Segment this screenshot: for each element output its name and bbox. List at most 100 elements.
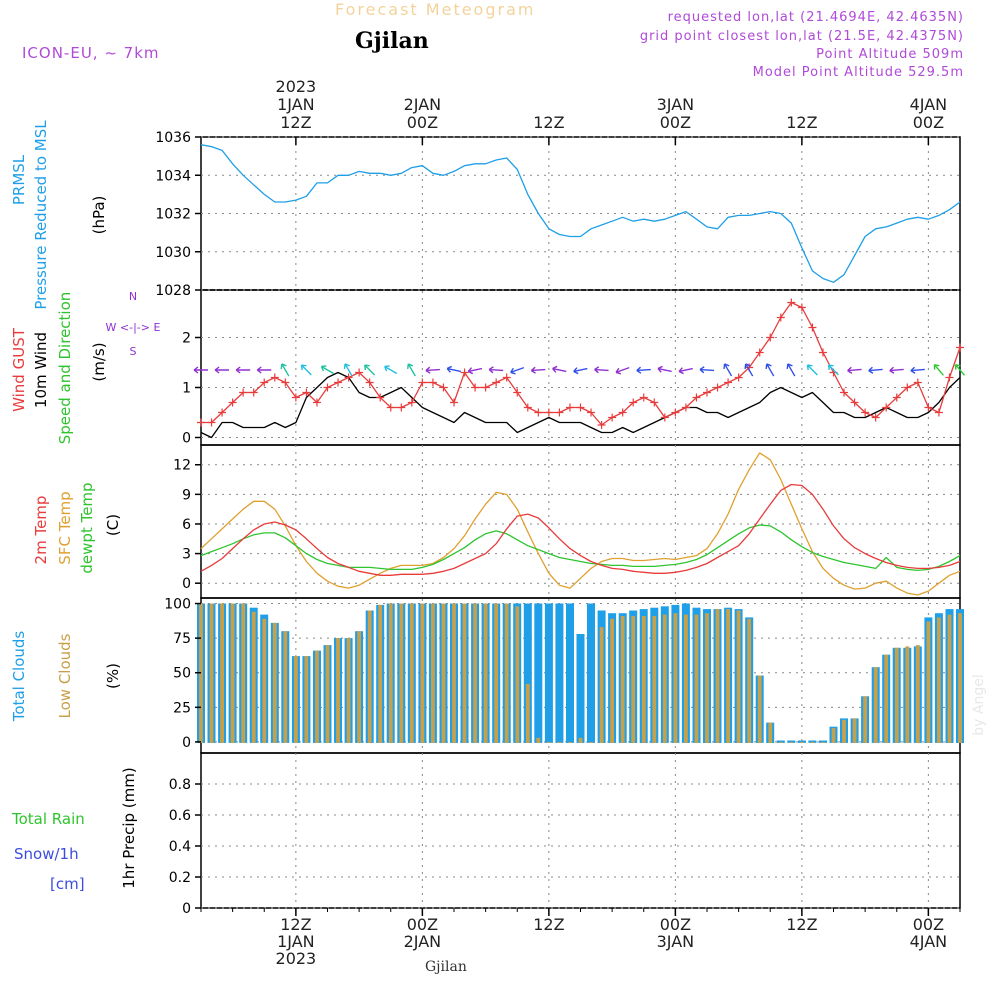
low-cloud-bar bbox=[251, 611, 256, 743]
compass-north: N bbox=[129, 290, 137, 303]
wind-direction-arrow bbox=[678, 367, 693, 375]
wind-gust-marker bbox=[418, 378, 427, 387]
wind-gust-marker bbox=[492, 378, 501, 387]
wind-gust-marker bbox=[334, 378, 343, 387]
wind-direction-arrow bbox=[364, 364, 376, 376]
wind-direction-arrow bbox=[827, 364, 839, 376]
low-cloud-bar bbox=[378, 604, 383, 743]
wind-arrow-shape bbox=[657, 365, 672, 373]
low-cloud-bar bbox=[937, 617, 941, 743]
total-cloud-bar bbox=[776, 740, 785, 743]
pressure-ytick-label: 1032 bbox=[155, 207, 191, 223]
wind-gust-marker bbox=[471, 383, 480, 392]
low-cloud-bar bbox=[494, 603, 499, 743]
wind-gust-marker bbox=[344, 373, 353, 382]
low-cloud-bar bbox=[852, 718, 857, 743]
chart-panels bbox=[200, 136, 961, 909]
clouds-ytick-label: 75 bbox=[173, 631, 191, 647]
bottom-time-label: 12Z bbox=[280, 915, 311, 934]
low-cloud-bar bbox=[304, 656, 309, 743]
low-cloud-bar bbox=[367, 610, 372, 743]
requested-coordinates: requested lon,lat (21.4694E, 42.4635N) bbox=[667, 10, 964, 25]
chart-type-title: Forecast Meteogram bbox=[335, 0, 536, 19]
wind-direction-arrow bbox=[889, 366, 904, 374]
wind-gust-marker bbox=[924, 403, 933, 412]
wind-gust-marker bbox=[407, 398, 416, 407]
low-cloud-bar bbox=[768, 722, 773, 743]
low-cloud-bar bbox=[800, 741, 804, 743]
wind-arrow-shape bbox=[384, 365, 398, 375]
total-cloud-bar bbox=[534, 603, 543, 743]
wind-gust-marker bbox=[270, 373, 279, 382]
wind-gust-marker bbox=[565, 403, 574, 412]
low-cloud-bar bbox=[726, 609, 730, 743]
wind-arrow-shape bbox=[425, 366, 440, 374]
wind-gust-marker bbox=[450, 398, 458, 407]
total-cloud-bar bbox=[587, 603, 595, 743]
wind-arrow-shape bbox=[235, 366, 251, 374]
wind-direction-arrow bbox=[910, 366, 925, 374]
low-cloud-bar bbox=[915, 645, 920, 743]
top-time-label: 12Z bbox=[280, 113, 311, 132]
low-cloud-bar bbox=[452, 603, 456, 743]
low-cloud-bar bbox=[420, 603, 425, 743]
wind-arrow-shape bbox=[320, 365, 334, 375]
wind-gust-marker bbox=[766, 333, 775, 342]
pressure-ytick-label: 1030 bbox=[155, 245, 191, 261]
wind-gust-marker bbox=[671, 408, 680, 417]
wind-gust-marker bbox=[523, 403, 532, 412]
precip-ytick-label: 0.4 bbox=[169, 839, 191, 855]
low-cloud-bar bbox=[272, 622, 277, 743]
total-cloud-bar bbox=[576, 634, 585, 743]
wind-ytick-label: 0 bbox=[182, 431, 191, 447]
wind-arrow-shape bbox=[467, 367, 483, 375]
wind-gust-marker bbox=[460, 368, 469, 377]
wind-arrow-shape bbox=[678, 367, 693, 375]
wind-gust-marker bbox=[797, 303, 806, 312]
wind-gust-marker bbox=[660, 413, 669, 422]
precip-ytick-label: 0.6 bbox=[169, 808, 191, 824]
bottom-time-label: 12Z bbox=[533, 915, 564, 934]
compass-south: S bbox=[130, 345, 137, 358]
pressure-ytick-label: 1028 bbox=[155, 283, 191, 299]
wind-gust-marker bbox=[260, 378, 269, 387]
low-cloud-bar bbox=[652, 616, 657, 743]
total-cloud-bar bbox=[787, 740, 796, 743]
clouds-label-low: Low Clouds bbox=[56, 633, 74, 718]
low-cloud-bar bbox=[810, 741, 815, 743]
low-cloud-bar bbox=[294, 656, 298, 743]
low-cloud-bar bbox=[515, 606, 520, 743]
grid-point-coordinates: grid point closest lon,lat (21.5E, 42.43… bbox=[639, 29, 964, 44]
wind-gust-marker bbox=[945, 373, 954, 382]
total-cloud-bar bbox=[566, 603, 574, 743]
wind-gust-marker bbox=[218, 408, 227, 417]
low-cloud-bar bbox=[926, 621, 931, 743]
low-cloud-bar bbox=[441, 603, 446, 743]
bottom-time-label: 2023 bbox=[276, 949, 317, 968]
wind-arrow-shape bbox=[827, 364, 839, 376]
wind-direction-arrow bbox=[407, 363, 416, 377]
low-cloud-bar bbox=[504, 603, 509, 743]
wind-direction-arrow bbox=[806, 364, 818, 376]
wind-gust-marker bbox=[576, 403, 585, 412]
wind-arrow-shape bbox=[488, 366, 504, 374]
wind-direction-arrow bbox=[320, 365, 334, 375]
low-cloud-bar bbox=[715, 609, 720, 743]
low-cloud-bar bbox=[662, 614, 667, 743]
wind-gust-marker bbox=[755, 348, 764, 357]
wind-direction-arrow bbox=[933, 363, 944, 376]
wind-arrow-shape bbox=[280, 363, 290, 377]
total-cloud-bar bbox=[808, 740, 817, 743]
wind-gust-marker bbox=[207, 418, 216, 427]
wind-direction-arrow bbox=[868, 366, 883, 374]
low-cloud-bar bbox=[958, 613, 962, 743]
wind-gust-marker bbox=[871, 413, 880, 422]
wind-arrow-shape bbox=[847, 366, 862, 374]
wind-gust-marker bbox=[818, 348, 827, 357]
wind-gust-marker bbox=[618, 408, 627, 417]
wind-gust-marker bbox=[913, 378, 922, 387]
low-cloud-bar bbox=[209, 603, 214, 743]
wind-direction-arrow bbox=[954, 363, 966, 376]
wind-gust-marker bbox=[903, 383, 912, 392]
chart-gridlines bbox=[201, 136, 960, 909]
